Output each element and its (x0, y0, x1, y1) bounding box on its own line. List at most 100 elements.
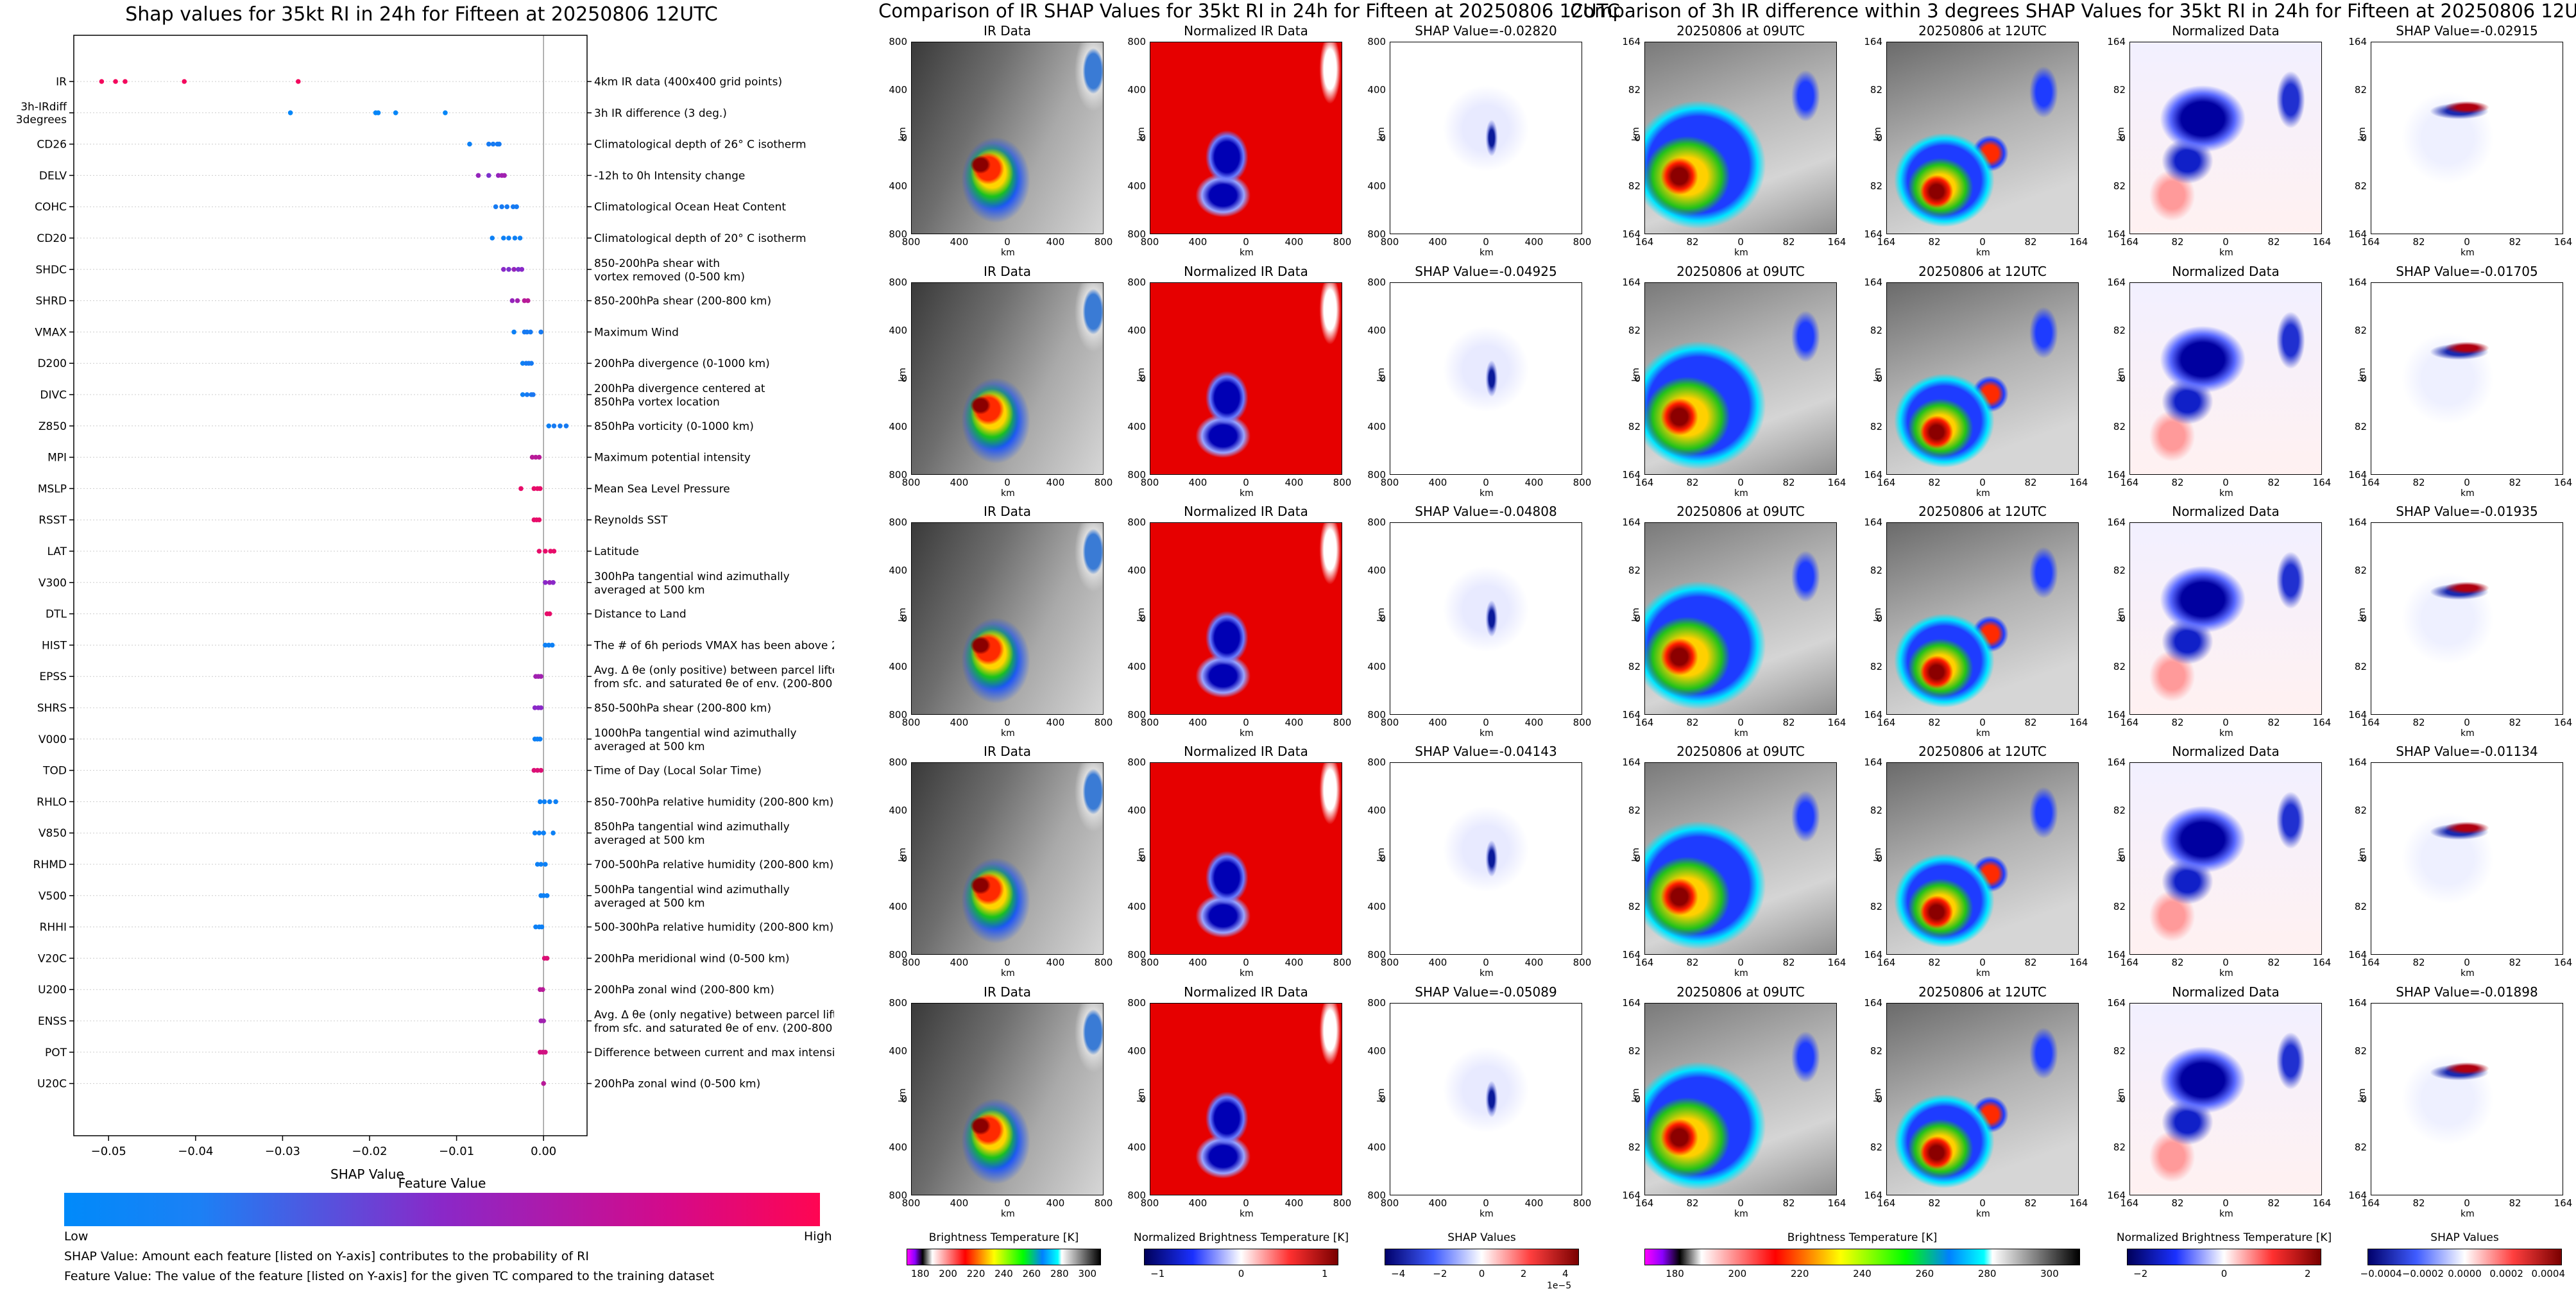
colorbar-title: Feature Value (398, 1176, 486, 1191)
colorbar-tick-label: 300 (1078, 1268, 1097, 1279)
panel-title: Normalized Data (2172, 23, 2280, 38)
y-tick-label: 400 (1367, 421, 1386, 432)
shap-point (524, 392, 530, 397)
y-tick-label: 800 (1367, 709, 1386, 721)
image-panel (1390, 762, 1582, 955)
y-tick-label: 0 (2119, 132, 2126, 144)
colorbar-tick-label: 0.0002 (2489, 1268, 2523, 1279)
x-tick-label: 800 (1094, 957, 1113, 968)
x-tick-label: 400 (1188, 477, 1207, 488)
colorbar-tick-label: 260 (1915, 1268, 1934, 1279)
shap-point (536, 517, 542, 522)
x-tick-label: 800 (901, 1197, 921, 1209)
x-tick-label: 0 (1737, 957, 1744, 968)
x-axis-label: km (1734, 488, 1748, 499)
y-tick-label: 82 (2354, 1045, 2367, 1057)
x-tick-label: 82 (1928, 1197, 1941, 1209)
x-tick-label: 82 (1782, 957, 1795, 968)
y-tick-label: 800 (1367, 757, 1386, 768)
x-tick-label: 800 (1573, 477, 1592, 488)
y-tick-label: 0 (2360, 853, 2367, 864)
y-tick-label: 82 (2113, 325, 2126, 336)
shap-point (524, 329, 530, 335)
x-axis-label: km (1480, 728, 1494, 739)
y-tick-label: 164 (1622, 757, 1641, 768)
y-tick-label: 164 (2107, 517, 2126, 528)
x-tick-label: 400 (1428, 236, 1447, 248)
y-tick-label: 0 (901, 853, 907, 864)
y-tick-label: 164 (2348, 997, 2367, 1009)
y-tick-label: 164 (1622, 36, 1641, 47)
x-tick-label: 800 (1140, 957, 1159, 968)
x-tick-label: 82 (2267, 236, 2280, 248)
image-panel (911, 1003, 1104, 1195)
x-tick-label: 82 (1686, 477, 1699, 488)
y-tick-label: 800 (889, 469, 907, 481)
shap-point (544, 955, 550, 961)
y-tick-label: 82 (1628, 901, 1641, 912)
y-tick-label: 400 (1127, 805, 1146, 816)
x-tick-label: 164 (2120, 717, 2139, 728)
y-tick-label: 400 (1367, 805, 1386, 816)
shap-point (182, 79, 187, 84)
y-tick-label: 800 (889, 949, 907, 961)
feature-description-label: 3h IR difference (3 deg.) (594, 107, 727, 120)
x-axis-label: km (1976, 488, 1990, 499)
x-tick-label: 82 (2267, 1197, 2280, 1209)
x-axis-label: km (2461, 968, 2475, 979)
shap-point (550, 830, 556, 835)
x-tick-label: 164 (1635, 717, 1654, 728)
image-panel (1886, 42, 2079, 234)
panel-title: 20250806 at 12UTC (1918, 264, 2047, 279)
x-tick-label: −0.04 (178, 1145, 213, 1158)
y-tick-label: 0 (901, 373, 907, 384)
x-tick-label: 164 (1827, 717, 1847, 728)
y-tick-label: 164 (1864, 517, 1882, 528)
colorbar-label: Normalized Brightness Temperature [K] (1133, 1231, 1349, 1244)
shap-point (536, 549, 542, 554)
shap-point (538, 674, 543, 679)
y-tick-label: 0 (1379, 373, 1386, 384)
y-tick-label: 800 (889, 757, 907, 768)
shap-point (493, 204, 499, 210)
x-tick-label: 164 (2554, 236, 2573, 248)
x-axis-label: km (2219, 488, 2233, 499)
x-tick-label: 800 (1333, 477, 1352, 488)
shap-point (536, 830, 542, 835)
y-tick-label: 0 (2119, 373, 2126, 384)
x-tick-label: 400 (1046, 957, 1065, 968)
y-tick-label: 400 (889, 421, 907, 432)
y-tick-label: 164 (1864, 1190, 1882, 1201)
y-tick-label: 800 (1127, 997, 1146, 1009)
panel-title: SHAP Value=-0.01134 (2396, 744, 2538, 759)
x-tick-label: 82 (2412, 477, 2425, 488)
y-tick-label: 164 (2107, 709, 2126, 721)
y-tick-label: 164 (2107, 757, 2126, 768)
feature-description-label: 850hPa vorticity (0-1000 km) (594, 420, 754, 433)
feature-name-label: U20C (37, 1078, 67, 1091)
x-tick-label: 82 (1686, 236, 1699, 248)
feature-name-label: SHRS (37, 702, 67, 715)
feature-description-label: 850hPa tangential wind azimuthally averag… (594, 821, 790, 847)
shap-point (541, 830, 547, 835)
shap-point (540, 987, 545, 992)
feature-name-label: COHC (35, 201, 67, 214)
x-tick-label: 400 (1428, 1197, 1447, 1209)
feature-description-label: Reynolds SST (594, 514, 668, 527)
y-tick-label: 82 (1628, 325, 1641, 336)
y-tick-label: 164 (1622, 1190, 1641, 1201)
x-tick-label: 82 (2171, 957, 2184, 968)
image-panel (1150, 762, 1342, 955)
image-panel (911, 42, 1104, 234)
x-axis-label: km (1480, 248, 1494, 258)
x-axis-label: km (2461, 728, 2475, 739)
y-tick-label: 164 (1864, 949, 1882, 961)
y-tick-label: 400 (1127, 180, 1146, 192)
colorbar-tick-label: 240 (994, 1268, 1013, 1279)
x-tick-label: 0 (2464, 957, 2470, 968)
x-axis-label: km (1976, 728, 1990, 739)
panel-title: Normalized Data (2172, 504, 2280, 519)
x-tick-label: 82 (2412, 1197, 2425, 1209)
y-tick-label: 82 (2113, 1045, 2126, 1057)
y-tick-label: 0 (2360, 613, 2367, 624)
